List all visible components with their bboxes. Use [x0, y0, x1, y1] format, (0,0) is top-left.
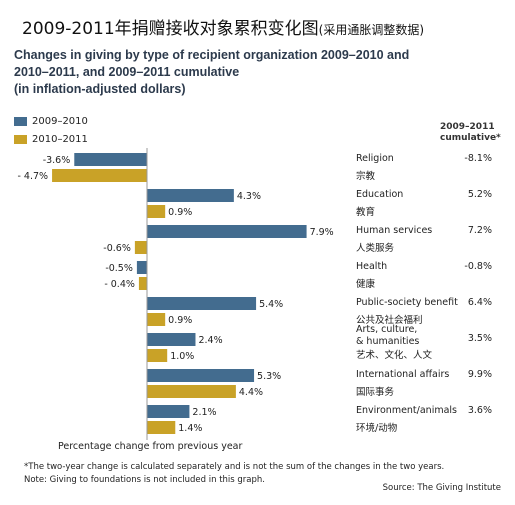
bar-2010-2011-0	[52, 169, 148, 182]
bar-2009-2010-3	[136, 261, 147, 274]
data-label-2010-2011-3: - 0.4%	[104, 279, 135, 290]
category-label-en-3: Health	[356, 261, 387, 272]
category-label-cn-0: 宗教	[356, 170, 376, 182]
data-label-2009-2010-4: 5.4%	[259, 299, 283, 310]
cumulative-value-5: 3.5%	[468, 333, 492, 344]
bar-2009-2010-6	[147, 369, 255, 382]
bar-2009-2010-5	[147, 333, 196, 346]
data-label-2010-2011-2: -0.6%	[103, 243, 131, 254]
data-label-2010-2011-4: 0.9%	[168, 315, 192, 326]
legend-swatch-2010-2011	[14, 134, 27, 144]
cumulative-value-2: 7.2%	[468, 225, 492, 236]
data-label-2010-2011-1: 0.9%	[168, 207, 192, 218]
chart-legend: 2009–2010 2010–2011	[14, 112, 88, 148]
bar-2009-2010-1	[147, 189, 234, 202]
bar-2009-2010-0	[74, 153, 147, 166]
data-label-2010-2011-5: 1.0%	[170, 351, 194, 362]
english-title: Changes in giving by type of recipient o…	[14, 47, 494, 98]
category-label-en-0: Religion	[356, 153, 394, 164]
chinese-title: 2009-2011年捐赠接收对象累积变化图(采用通胀调整数据)	[22, 14, 424, 39]
data-label-2010-2011-6: 4.4%	[239, 387, 263, 398]
category-label-cn-2: 人类服务	[356, 242, 395, 254]
footnote: *The two-year change is calculated separ…	[24, 461, 444, 487]
category-label-cn-1: 教育	[356, 206, 375, 218]
data-label-2010-2011-0: - 4.7%	[17, 171, 48, 182]
category-label-cn-5: 艺术、文化、人文	[356, 349, 433, 361]
bar-2009-2010-2	[147, 225, 307, 238]
legend-swatch-2009-2010	[14, 116, 27, 126]
legend-item-2009-2010: 2009–2010	[14, 112, 88, 130]
category-label-en-5-1: & humanities	[356, 336, 419, 347]
category-label-en-4: Public-society benefit	[356, 297, 458, 308]
bar-2010-2011-3	[138, 277, 147, 290]
footnote-line-2: Note: Giving to foundations is not inclu…	[24, 475, 265, 485]
english-title-line-1: Changes in giving by type of recipient o…	[14, 48, 410, 62]
english-title-line-3: (in inflation-adjusted dollars)	[14, 82, 186, 96]
category-label-cn-4: 公共及社会福利	[356, 314, 423, 326]
data-label-2009-2010-6: 5.3%	[257, 371, 281, 382]
source-credit: Source: The Giving Institute	[382, 483, 501, 493]
bar-2009-2010-4	[147, 297, 257, 310]
cumulative-value-7: 3.6%	[468, 405, 492, 416]
bar-2010-2011-5	[147, 349, 168, 362]
legend-label-2010-2011: 2010–2011	[32, 133, 88, 145]
bar-2009-2010-7	[147, 405, 190, 418]
cumulative-value-3: -0.8%	[464, 261, 492, 272]
category-label-cn-7: 环境/动物	[356, 422, 398, 434]
bar-2010-2011-7	[147, 421, 176, 434]
data-label-2010-2011-7: 1.4%	[178, 423, 202, 434]
cumulative-header-line-1: 2009–2011	[440, 122, 495, 132]
legend-label-2009-2010: 2009–2010	[32, 115, 88, 127]
data-label-2009-2010-0: -3.6%	[43, 155, 71, 166]
category-label-en-2: Human services	[356, 225, 432, 236]
cumulative-column-header: 2009–2011 cumulative*	[440, 122, 510, 144]
data-label-2009-2010-5: 2.4%	[198, 335, 222, 346]
cumulative-value-0: -8.1%	[464, 153, 492, 164]
chinese-title-main: 2009-2011年捐赠接收对象累积变化图	[22, 19, 319, 39]
x-axis-label: Percentage change from previous year	[58, 441, 243, 452]
legend-item-2010-2011: 2010–2011	[14, 130, 88, 148]
bar-2010-2011-4	[147, 313, 166, 326]
bar-2010-2011-6	[147, 385, 236, 398]
cumulative-value-6: 9.9%	[468, 369, 492, 380]
bar-2010-2011-1	[147, 205, 166, 218]
data-label-2009-2010-1: 4.3%	[237, 191, 261, 202]
footnote-line-1: *The two-year change is calculated separ…	[24, 462, 445, 472]
bar-2010-2011-2	[134, 241, 147, 254]
category-label-en-7: Environment/animals	[356, 405, 457, 416]
english-title-line-2: 2010–2011, and 2009–2011 cumulative	[14, 65, 240, 79]
data-label-2009-2010-2: 7.9%	[310, 227, 334, 238]
category-label-en-6: International affairs	[356, 369, 449, 380]
cumulative-value-4: 6.4%	[468, 297, 492, 308]
chinese-title-subtitle: (采用通胀调整数据)	[318, 23, 425, 37]
category-label-cn-6: 国际事务	[356, 386, 395, 398]
data-label-2009-2010-7: 2.1%	[192, 407, 216, 418]
cumulative-value-1: 5.2%	[468, 189, 492, 200]
cumulative-header-line-2: cumulative*	[440, 133, 501, 143]
category-label-cn-3: 健康	[356, 278, 376, 290]
category-label-en-1: Education	[356, 189, 403, 200]
data-label-2009-2010-3: -0.5%	[105, 263, 133, 274]
category-label-en-5-0: Arts, culture,	[356, 324, 417, 335]
